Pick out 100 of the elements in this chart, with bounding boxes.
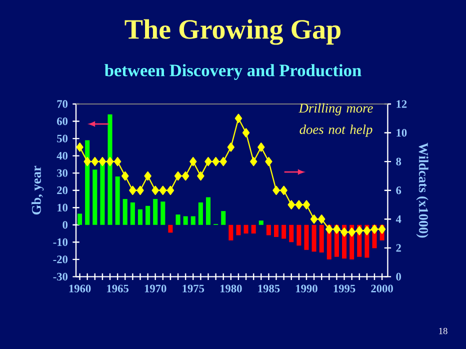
bar	[282, 224, 286, 239]
point	[144, 171, 152, 181]
point	[310, 214, 318, 224]
bar	[244, 224, 248, 234]
point	[122, 171, 129, 181]
point	[326, 224, 333, 234]
point	[348, 227, 356, 237]
bar	[92, 170, 98, 225]
y2-tick-label: 10	[396, 128, 407, 137]
bar	[258, 220, 264, 225]
point	[136, 186, 144, 195]
bar	[85, 140, 90, 225]
x-tick-label: 1960	[69, 284, 91, 292]
bar	[274, 224, 279, 237]
point	[159, 186, 167, 195]
annotation: Drilling more does not help	[298, 103, 373, 137]
bar	[168, 224, 173, 233]
y-tick-label: 40	[56, 152, 68, 160]
point	[288, 200, 295, 210]
bar	[236, 224, 241, 236]
point	[212, 156, 220, 166]
bar	[138, 209, 142, 225]
x-tick-label: 2000	[371, 284, 393, 292]
bar	[176, 214, 180, 225]
bar	[100, 162, 105, 225]
point	[98, 156, 106, 166]
point	[227, 142, 235, 152]
y2-tick-label: 0	[396, 272, 401, 281]
bar	[289, 224, 294, 242]
chart-title: The Growing Gap	[124, 19, 340, 45]
point	[250, 156, 258, 166]
point	[166, 186, 174, 195]
bar	[146, 206, 150, 225]
y-axis-title: Gb, year	[32, 166, 44, 215]
point	[333, 224, 340, 234]
point	[356, 226, 363, 236]
bar	[198, 202, 203, 225]
point	[242, 128, 250, 138]
x-tick-label: 1975	[182, 284, 204, 292]
bar	[251, 224, 256, 234]
y-tick-label: -10	[53, 238, 68, 246]
y-tick-label: 30	[57, 169, 68, 177]
point	[234, 114, 242, 123]
bar	[296, 224, 302, 246]
bar	[183, 216, 188, 225]
y-tick-label: -30	[53, 272, 68, 281]
point	[302, 200, 310, 210]
bar	[319, 224, 324, 253]
bar	[130, 202, 135, 225]
x-tick-label: 1970	[144, 284, 166, 292]
point	[91, 156, 98, 166]
point	[152, 186, 159, 195]
bar	[108, 114, 112, 225]
point	[295, 200, 303, 210]
y-tick-label: 70	[57, 100, 68, 108]
bar	[78, 214, 82, 225]
point	[280, 186, 288, 195]
bar	[153, 198, 158, 225]
y-tick-label: -20	[53, 256, 68, 264]
bar	[115, 176, 120, 225]
point	[363, 226, 371, 236]
point	[106, 156, 114, 166]
point	[197, 171, 204, 181]
y2-tick-label: 12	[396, 100, 407, 108]
bar	[228, 224, 234, 240]
point	[272, 186, 280, 195]
y2-tick-label: 8	[396, 158, 402, 166]
y-tick-label: 60	[57, 117, 68, 126]
point	[370, 224, 378, 234]
chart-subtitle: between Discovery and Production	[104, 64, 362, 80]
bar	[190, 216, 196, 225]
point	[204, 156, 212, 166]
point	[378, 224, 386, 234]
y2-tick-label: 2	[396, 244, 401, 252]
bar	[304, 224, 309, 250]
bar	[221, 211, 226, 225]
point	[76, 142, 84, 152]
point	[114, 156, 122, 166]
y2-tick-label: 4	[396, 215, 402, 223]
point	[182, 171, 190, 181]
bar	[266, 224, 271, 236]
point	[340, 227, 348, 237]
x-tick-label: 1990	[296, 284, 318, 292]
point	[129, 186, 136, 195]
x-tick-label: 1995	[334, 284, 356, 292]
y-tick-label: 50	[57, 134, 68, 142]
point	[174, 171, 182, 181]
bar	[122, 198, 128, 225]
x-tick-label: 1965	[107, 284, 128, 292]
y-tick-label: 20	[57, 186, 68, 194]
bar	[206, 197, 211, 225]
y2-axis-title: Wildcats (x1000)	[416, 142, 428, 238]
y2-tick-label: 6	[396, 186, 402, 194]
x-tick-label: 1980	[220, 284, 242, 292]
point	[84, 156, 91, 166]
point	[190, 156, 197, 166]
point	[318, 214, 326, 224]
bar	[160, 202, 166, 225]
bar	[312, 224, 316, 252]
x-tick-label: 1985	[258, 284, 280, 292]
